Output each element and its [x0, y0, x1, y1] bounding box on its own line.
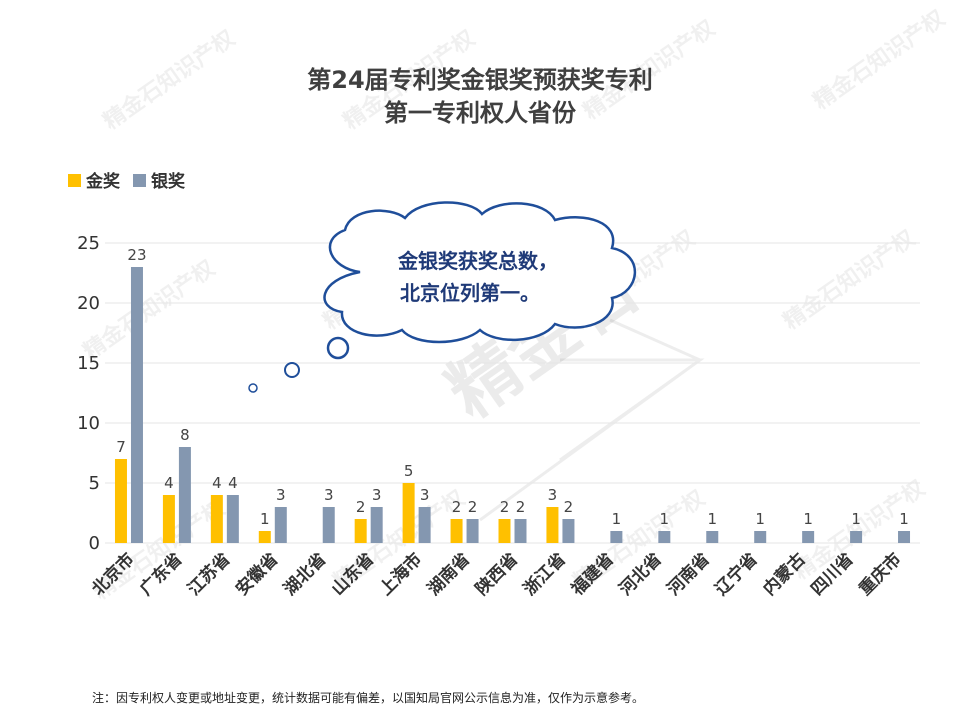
data-label-silver: 3 [420, 486, 430, 504]
bar-silver [226, 495, 239, 543]
bar-silver [706, 531, 719, 543]
data-label-gold: 2 [500, 498, 510, 516]
bar-silver [130, 267, 143, 543]
bar-gold [546, 507, 559, 543]
data-label-gold: 4 [164, 474, 174, 492]
x-tick-label: 河南省 [663, 549, 714, 600]
data-label-silver: 1 [851, 510, 861, 528]
x-tick-label: 江苏省 [183, 549, 234, 600]
callout-tail-medium [284, 362, 300, 378]
bar-silver [802, 531, 815, 543]
legend-label-silver: 银奖 [151, 171, 186, 192]
data-label-silver: 1 [660, 510, 670, 528]
data-label-silver: 1 [755, 510, 765, 528]
x-tick-label: 重庆市 [855, 549, 906, 600]
y-tick-label: 25 [77, 233, 100, 254]
bar-silver [898, 531, 911, 543]
x-axis: 北京市广东省江苏省安徽省湖北省山东省上海市湖南省陕西省浙江省福建省河北省河南省辽… [88, 549, 906, 601]
watermark-text: 精金石知识产权 [779, 225, 921, 335]
bar-silver [850, 531, 863, 543]
footnote: 注：因专利权人变更或地址变更，统计数据可能有偏差，以国知局官网公示信息为准，仅作… [92, 690, 644, 705]
data-label-silver: 3 [372, 486, 382, 504]
y-tick-label: 10 [77, 413, 100, 434]
bar-silver [514, 519, 527, 543]
bar-gold [258, 531, 271, 543]
data-label-gold: 2 [356, 498, 366, 516]
legend-swatch-gold [68, 174, 81, 187]
x-tick-label: 浙江省 [519, 549, 570, 600]
callout-cloud [323, 201, 637, 344]
legend-swatch-silver [133, 174, 146, 187]
y-tick-label: 15 [77, 353, 100, 374]
bar-silver [418, 507, 431, 543]
bar-gold [114, 459, 127, 543]
data-label-gold: 5 [404, 462, 414, 480]
watermark-text: 精金石知识产权 [789, 475, 931, 585]
callout-tail-large [326, 336, 350, 360]
data-label-silver: 3 [276, 486, 286, 504]
bar-gold [162, 495, 175, 543]
data-label-silver: 2 [468, 498, 478, 516]
data-label-silver: 2 [516, 498, 526, 516]
y-tick-label: 20 [77, 293, 100, 314]
bar-silver [754, 531, 767, 543]
data-label-silver: 1 [612, 510, 622, 528]
chart-title-line-1: 第24届专利奖金银奖预获奖专利 [307, 66, 652, 94]
x-tick-label: 陕西省 [471, 549, 522, 600]
bar-silver [178, 447, 191, 543]
callout-tail-small [248, 383, 258, 393]
data-label-gold: 7 [116, 438, 126, 456]
data-label-silver: 1 [707, 510, 717, 528]
x-tick-label: 安徽省 [231, 549, 282, 600]
data-label-silver: 1 [803, 510, 813, 528]
callout-text-line-1: 金银奖获奖总数， [397, 249, 558, 273]
data-label-silver: 2 [564, 498, 574, 516]
data-label-gold: 3 [548, 486, 558, 504]
data-label-silver: 4 [228, 474, 238, 492]
data-label-gold: 1 [260, 510, 270, 528]
bar-silver [658, 531, 671, 543]
data-label-gold: 4 [212, 474, 222, 492]
y-tick-label: 5 [89, 473, 100, 494]
bars [114, 267, 911, 543]
bar-gold [450, 519, 463, 543]
legend: 金奖 银奖 [68, 171, 186, 192]
bar-gold [210, 495, 223, 543]
data-label-silver: 3 [324, 486, 334, 504]
bar-gold [354, 519, 367, 543]
bar-silver [322, 507, 335, 543]
y-tick-label: 0 [89, 533, 100, 554]
bar-silver [466, 519, 479, 543]
watermark-logo-chevron [479, 318, 705, 522]
bar-silver [610, 531, 623, 543]
bar-gold [402, 483, 415, 543]
bar-silver [562, 519, 575, 543]
data-label-silver: 8 [180, 426, 190, 444]
x-tick-label: 湖南省 [423, 549, 474, 600]
bar-silver [370, 507, 383, 543]
x-tick-label: 辽宁省 [711, 549, 762, 600]
x-tick-label: 湖北省 [279, 549, 330, 600]
watermark-text: 精金石知识产权 [809, 5, 951, 115]
data-label-gold: 2 [452, 498, 462, 516]
data-label-silver: 23 [127, 246, 146, 264]
legend-label-gold: 金奖 [85, 171, 121, 192]
callout-bubble: 金银奖获奖总数， 北京位列第一。 [248, 201, 637, 393]
watermark-text: 精金石知识产权 [99, 25, 241, 135]
y-axis: 0 5 10 15 20 25 [77, 233, 100, 554]
bar-gold [498, 519, 511, 543]
callout-text-line-2: 北京位列第一。 [400, 281, 540, 305]
bar-silver [274, 507, 287, 543]
chart-title-line-2: 第一专利权人省份 [384, 99, 577, 127]
data-label-silver: 1 [899, 510, 909, 528]
